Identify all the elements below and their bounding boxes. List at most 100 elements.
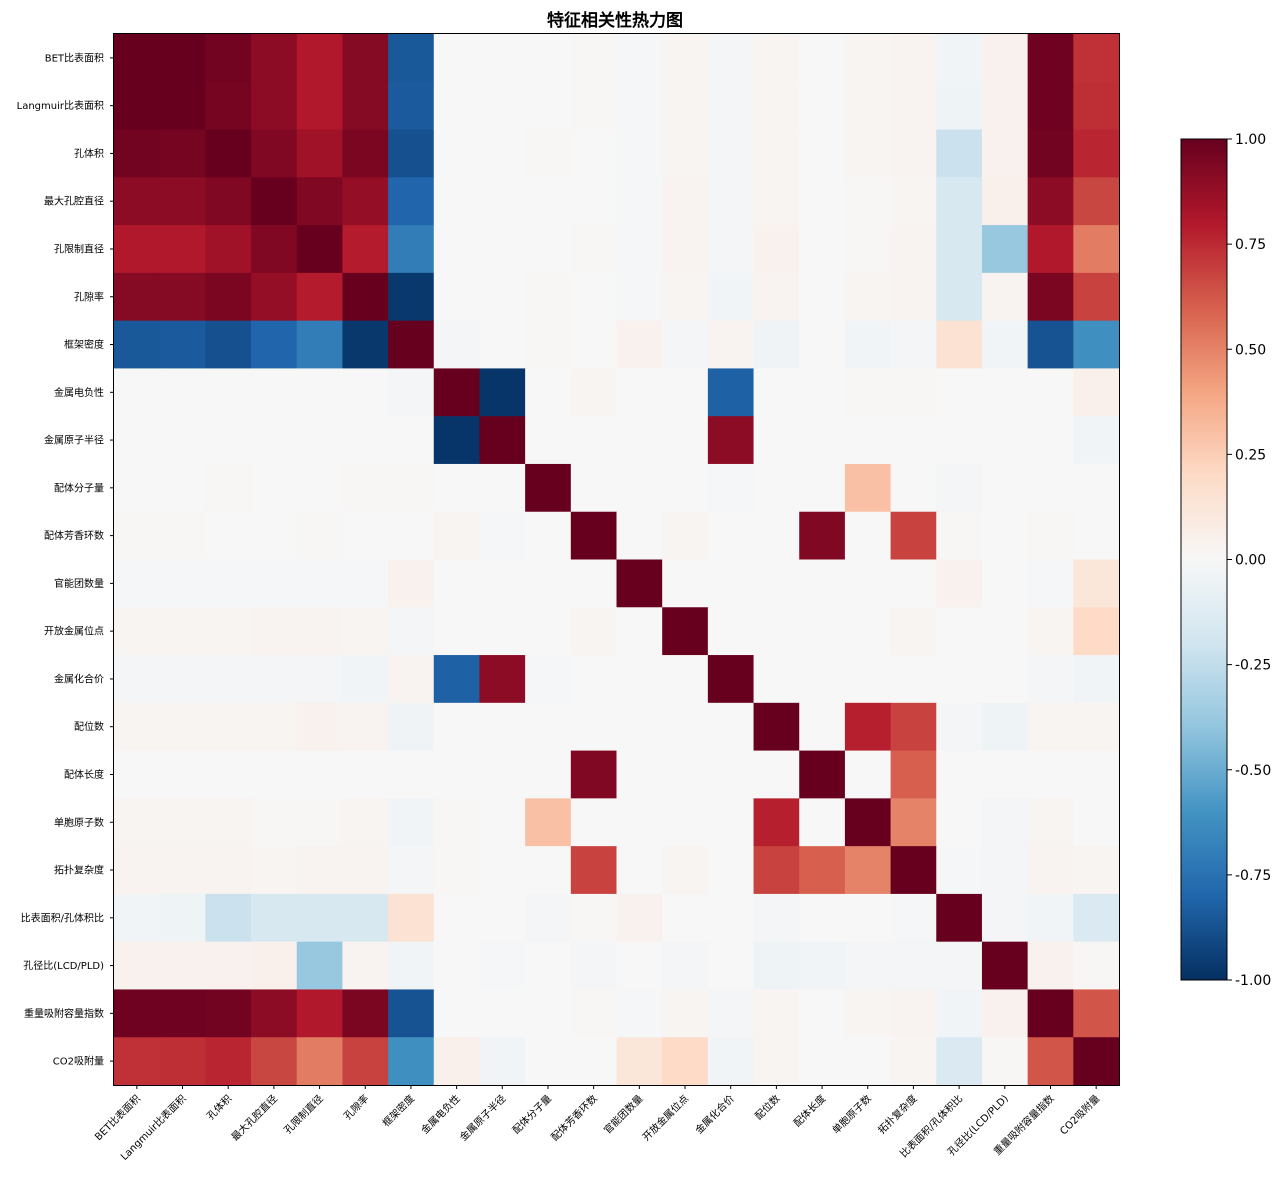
heatmap-cell (799, 368, 846, 417)
heatmap-cell (570, 511, 618, 561)
colorbar-tick-label: 0.00 (1235, 553, 1266, 569)
heatmap-cell (433, 272, 481, 322)
heatmap-cell (159, 463, 206, 513)
heatmap-cell (342, 177, 389, 226)
heatmap-cell (570, 941, 618, 991)
heatmap-cell (844, 846, 892, 895)
heatmap-cell (342, 1037, 389, 1086)
x-tick-label: 配体长度 (791, 1092, 828, 1129)
heatmap-cell (1073, 463, 1120, 513)
heatmap-cell (890, 893, 937, 943)
heatmap-cell (662, 989, 709, 1038)
y-tick-label: CO2吸附量 (53, 1055, 104, 1068)
chart-title: 特征相关性热力图 (547, 10, 683, 31)
heatmap-cell (433, 941, 481, 991)
heatmap-cell (1073, 177, 1120, 226)
heatmap-cell (799, 655, 846, 704)
y-tick-label: 重量吸附容量指数 (24, 1007, 104, 1020)
heatmap-cell (981, 81, 1029, 131)
heatmap-cell (342, 655, 389, 704)
x-tick-label: 开放金属位点 (640, 1092, 692, 1144)
heatmap-cell (1073, 272, 1120, 322)
heatmap-cell (205, 225, 252, 274)
heatmap-cell (388, 368, 435, 417)
colorbar-tick-label: -0.75 (1235, 868, 1271, 884)
heatmap-cell (388, 941, 435, 991)
y-tick-label: 金属电负性 (54, 386, 104, 399)
heatmap-cell (296, 463, 344, 513)
heatmap-cell (296, 607, 344, 656)
heatmap-cell (936, 320, 983, 370)
heatmap-cell (616, 846, 663, 895)
y-tick-label: 金属化合价 (54, 672, 104, 685)
heatmap-cell (433, 607, 481, 656)
heatmap-cell (799, 320, 846, 370)
heatmap-cell (114, 989, 161, 1038)
heatmap-cell (936, 607, 983, 656)
heatmap-cell (844, 225, 892, 274)
x-tick-label: 单胞原子数 (829, 1092, 874, 1137)
heatmap-cell (388, 272, 435, 322)
heatmap-cell (844, 368, 892, 417)
heatmap-cell (753, 893, 800, 943)
heatmap-cell (205, 129, 252, 178)
heatmap-cell (433, 463, 481, 513)
heatmap-cell (616, 81, 663, 131)
heatmap-cell (707, 989, 755, 1038)
heatmap-cell (251, 607, 298, 656)
heatmap-cell (662, 34, 709, 83)
heatmap-cell (114, 702, 161, 752)
heatmap-cell (479, 416, 526, 465)
heatmap-cell (707, 893, 755, 943)
heatmap-cell (707, 225, 755, 274)
heatmap-cell (159, 798, 206, 847)
heatmap-cell (616, 129, 663, 178)
heatmap-cell (114, 320, 161, 370)
heatmap-cell (799, 272, 846, 322)
heatmap-cell (525, 463, 572, 513)
heatmap-cell (433, 798, 481, 847)
heatmap-cell (114, 272, 161, 322)
heatmap-cell (479, 893, 526, 943)
heatmap-cell (296, 941, 344, 991)
y-tick-label: 配体长度 (64, 768, 104, 781)
heatmap-cell (936, 989, 983, 1038)
heatmap-cell (799, 34, 846, 83)
heatmap-cell (205, 34, 252, 83)
heatmap-cell (525, 798, 572, 847)
heatmap-cell (890, 1037, 937, 1086)
heatmap-cell (936, 368, 983, 417)
heatmap-cell (114, 177, 161, 226)
heatmap-cell (844, 34, 892, 83)
heatmap-cell (114, 34, 161, 83)
heatmap-cell (753, 989, 800, 1038)
heatmap-cell (525, 941, 572, 991)
heatmap-cell (114, 750, 161, 799)
heatmap-cell (799, 511, 846, 561)
heatmap-cell (342, 320, 389, 370)
heatmap-cell (890, 225, 937, 274)
heatmap-cell (799, 463, 846, 513)
heatmap-cell (342, 607, 389, 656)
heatmap-cell (616, 320, 663, 370)
heatmap-cell (707, 129, 755, 178)
heatmap-cell (1027, 655, 1074, 704)
heatmap-cell (388, 416, 435, 465)
heatmap-cell (433, 893, 481, 943)
heatmap-cell (981, 1037, 1029, 1086)
heatmap-cell (707, 463, 755, 513)
heatmap-cell (251, 272, 298, 322)
heatmap-cell (205, 750, 252, 799)
heatmap-cell (525, 177, 572, 226)
heatmap-cell (799, 846, 846, 895)
heatmap-cell (936, 129, 983, 178)
heatmap-cell (844, 750, 892, 799)
heatmap-cell (525, 750, 572, 799)
heatmap-cell (114, 129, 161, 178)
heatmap-cell (114, 846, 161, 895)
heatmap-cell (388, 463, 435, 513)
heatmap-cell (1073, 655, 1120, 704)
heatmap-cell (707, 559, 755, 608)
